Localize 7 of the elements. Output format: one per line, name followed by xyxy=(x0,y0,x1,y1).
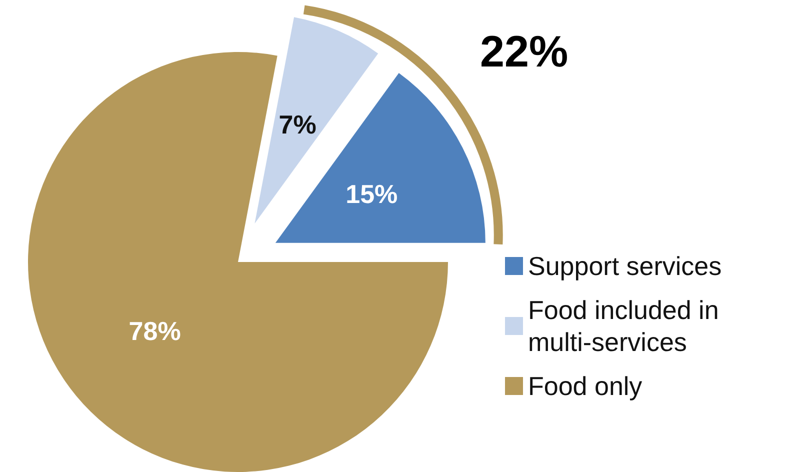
legend-label: Support services xyxy=(528,251,722,281)
text: 22% xyxy=(480,28,568,76)
data-label: 78% xyxy=(128,316,181,346)
data-label: 7% xyxy=(278,109,316,140)
legend-label: Food only xyxy=(528,371,642,401)
data-label: 15% xyxy=(346,178,398,209)
legend-label: Food included in multi-services xyxy=(528,295,726,357)
